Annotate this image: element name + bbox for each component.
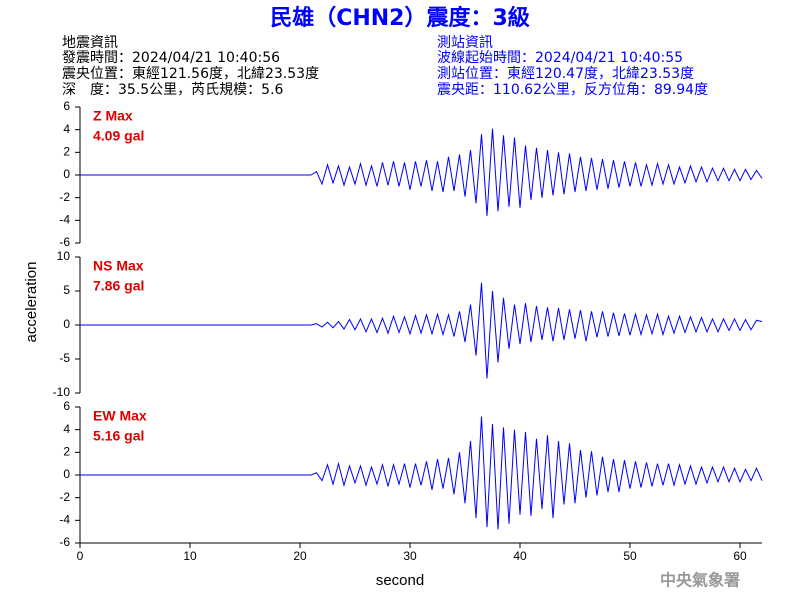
- y-tick-label: 0: [63, 467, 70, 481]
- x-tick-label: 30: [403, 549, 417, 563]
- y-tick-label: 10: [57, 249, 71, 263]
- waveform: [80, 128, 763, 216]
- y-tick-label: 6: [63, 99, 70, 113]
- y-tick-label: -4: [59, 513, 70, 527]
- max-annotation: 7.86 gal: [93, 278, 144, 294]
- quake-info: 發震時間：2024/04/21 10:40:56: [62, 50, 280, 66]
- y-tick-label: -6: [59, 535, 70, 549]
- max-annotation: NS Max: [93, 258, 144, 274]
- station-info: 波線起始時間：2024/04/21 10:40:55: [437, 50, 683, 66]
- quake-info: 震央位置：東經121.56度，北緯23.53度: [62, 66, 319, 82]
- max-annotation: 4.09 gal: [93, 128, 144, 144]
- y-tick-label: 2: [63, 145, 70, 159]
- y-tick-label: -6: [59, 235, 70, 249]
- waveform: [80, 416, 763, 530]
- max-annotation: EW Max: [93, 408, 147, 424]
- title: 民雄（CHN2）震度：3級: [270, 5, 530, 31]
- x-tick-label: 50: [623, 549, 637, 563]
- y-tick-label: 4: [63, 122, 70, 136]
- quake-info: 地震資訊: [62, 35, 118, 51]
- y-tick-label: -10: [53, 385, 71, 399]
- y-tick-label: -5: [59, 351, 70, 365]
- footer: 中央氣象署: [660, 571, 740, 590]
- x-tick-label: 20: [293, 549, 307, 563]
- x-tick-label: 60: [733, 549, 747, 563]
- station-info: 測站資訊: [437, 35, 493, 51]
- x-axis-label: second: [376, 572, 424, 589]
- y-tick-label: -4: [59, 213, 70, 227]
- y-tick-label: 0: [63, 317, 70, 331]
- x-tick-label: 0: [77, 549, 84, 563]
- waveform: [80, 282, 763, 379]
- y-tick-label: 2: [63, 445, 70, 459]
- y-tick-label: -2: [59, 190, 70, 204]
- y-tick-label: 0: [63, 167, 70, 181]
- y-tick-label: 6: [63, 399, 70, 413]
- max-annotation: Z Max: [93, 108, 133, 124]
- max-annotation: 5.16 gal: [93, 428, 144, 444]
- y-tick-label: 5: [63, 283, 70, 297]
- y-axis-label: acceleration: [23, 262, 40, 343]
- x-tick-label: 10: [183, 549, 197, 563]
- station-info: 震央距：110.62公里，反方位角：89.94度: [437, 82, 708, 98]
- y-tick-label: 4: [63, 422, 70, 436]
- quake-info: 深 度：35.5公里，芮氏規模：5.6: [62, 81, 284, 98]
- y-tick-label: -2: [59, 490, 70, 504]
- station-info: 測站位置：東經120.47度，北緯23.53度: [437, 66, 694, 82]
- x-tick-label: 40: [513, 549, 527, 563]
